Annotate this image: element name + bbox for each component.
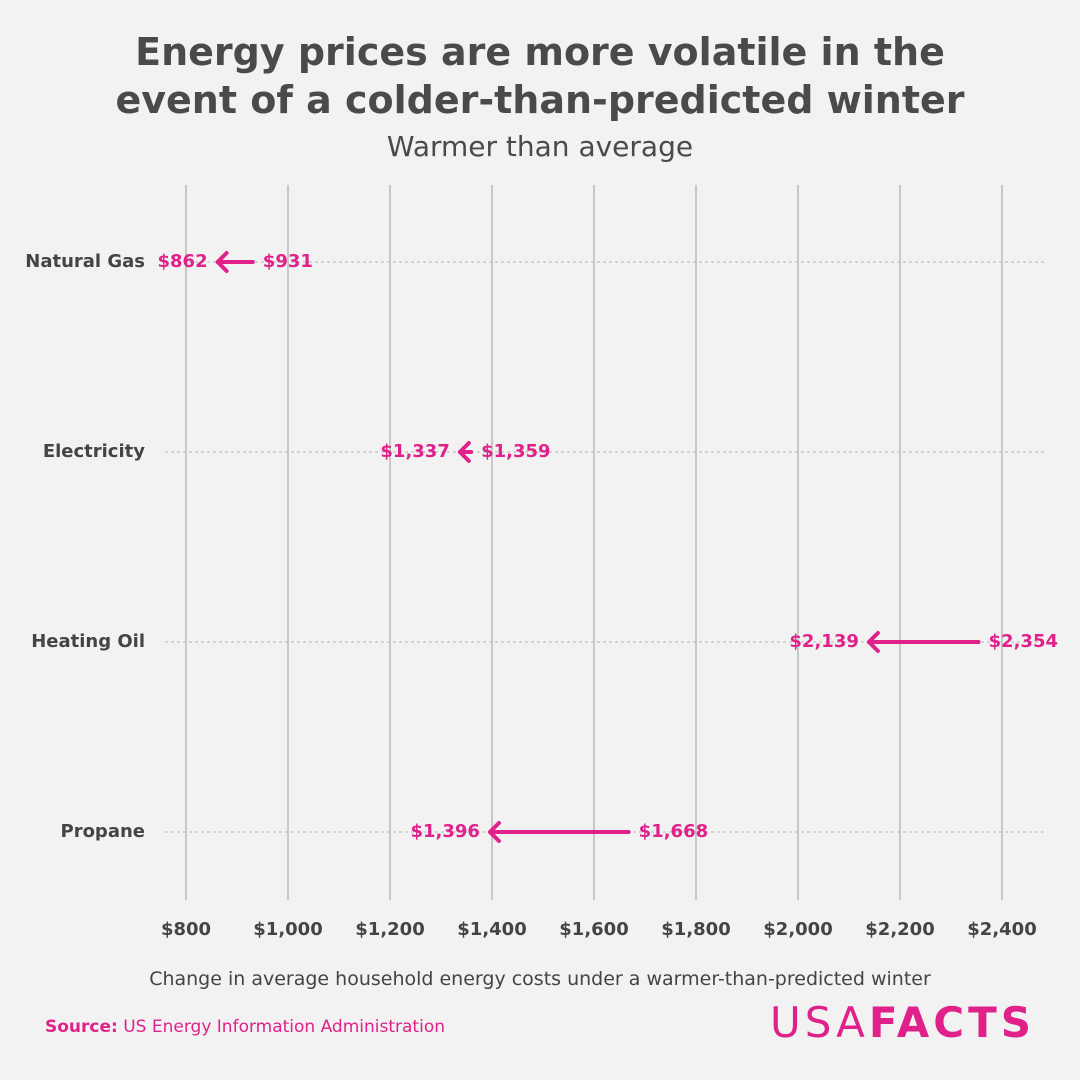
value-label: $1,396 [410,821,479,842]
source-label: Source: [45,1017,118,1037]
logo: USAFACTS [770,998,1035,1047]
x-axis-label: Change in average household energy costs… [149,968,931,990]
arrow [457,441,474,463]
y-tick-label: Natural Gas [25,251,145,272]
source-text: US Energy Information Administration [123,1017,445,1037]
source: Source: US Energy Information Administra… [45,1017,445,1037]
chart-title: Energy prices are more volatile in the e… [115,30,965,122]
value-label: $862 [158,251,208,272]
y-tick-label: Propane [61,821,146,842]
value-label: $1,359 [481,441,550,462]
x-tick-label: $1,000 [253,919,322,940]
logo-bold: FACTS [868,998,1035,1047]
value-label: $1,668 [639,821,708,842]
value-label: $931 [263,251,313,272]
x-tick-label: $1,200 [355,919,424,940]
value-label: $2,354 [989,631,1058,652]
x-tick-label: $1,600 [559,919,628,940]
arrow [487,821,631,843]
arrow [215,251,255,273]
x-tick-label: $800 [161,919,211,940]
arrow [866,631,981,653]
x-tick-label: $2,200 [865,919,934,940]
value-label: $2,139 [789,631,858,652]
y-tick-label: Electricity [43,441,145,462]
logo-light: USA [769,998,869,1047]
x-tick-label: $2,400 [967,919,1036,940]
x-tick-label: $2,000 [763,919,832,940]
y-tick-label: Heating Oil [31,631,145,652]
chart-subtitle: Warmer than average [386,130,694,163]
x-tick-label: $1,400 [457,919,526,940]
value-label: $1,337 [380,441,449,462]
x-tick-label: $1,800 [661,919,730,940]
